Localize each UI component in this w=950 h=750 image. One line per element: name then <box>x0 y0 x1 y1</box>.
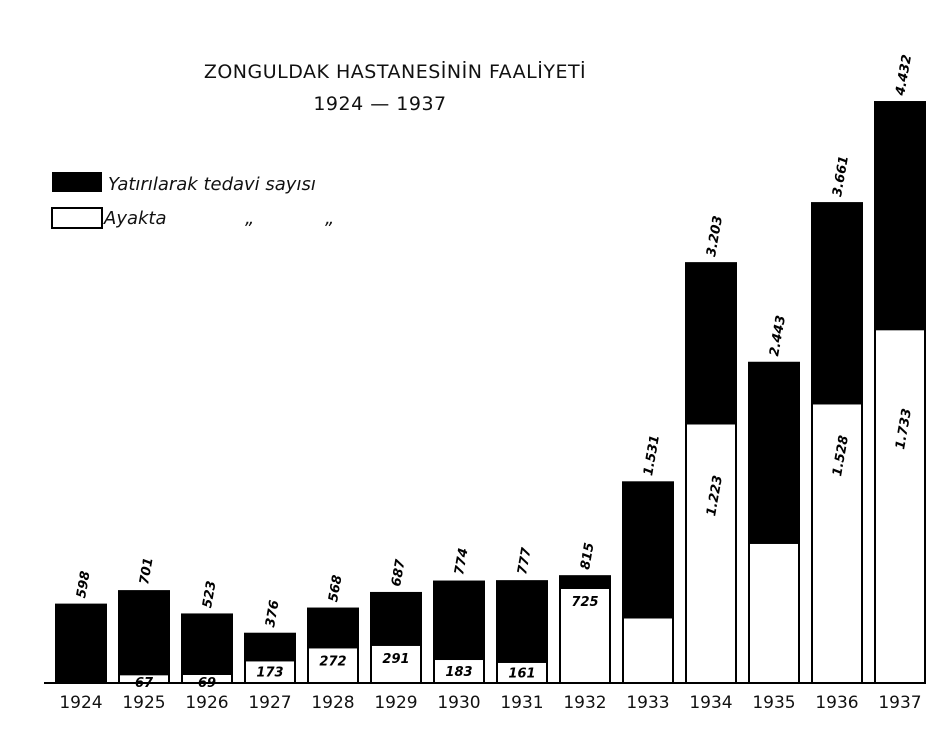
total-label-1936: 3.661 <box>830 155 852 198</box>
legend-ditto-1: „ <box>245 208 254 229</box>
x-tick-1931: 1931 <box>500 693 543 713</box>
bar-inpatient-1926 <box>182 614 232 674</box>
bar-inpatient-1936 <box>812 203 862 403</box>
outpatient-label-1929: 291 <box>382 652 409 667</box>
x-tick-1932: 1932 <box>563 693 606 713</box>
bar-inpatient-1929 <box>371 593 421 645</box>
total-label-1934: 3.203 <box>704 215 726 258</box>
bar-inpatient-1928 <box>308 609 358 648</box>
bar-outpatient-1937 <box>875 329 925 683</box>
x-tick-1925: 1925 <box>122 693 165 713</box>
total-label-1932: 815 <box>578 542 597 571</box>
x-tick-1930: 1930 <box>437 693 480 713</box>
bar-inpatient-1927 <box>245 634 295 661</box>
x-tick-labels: 1924 1925 1926 1927 1928 1929 1930 1931 1932 1933… <box>59 693 921 713</box>
total-label-1935: 2.443 <box>767 314 789 357</box>
total-label-1926: 523 <box>200 580 219 609</box>
total-label-1928: 568 <box>326 574 345 603</box>
bar-inpatient-1935 <box>749 363 799 543</box>
x-tick-1929: 1929 <box>374 693 417 713</box>
legend-label-inpatient: Yatırılarak tedavi sayısı <box>108 174 316 195</box>
outpatient-label-1930: 183 <box>445 665 472 680</box>
total-label-1927: 376 <box>263 599 282 628</box>
x-tick-1936: 1936 <box>815 693 858 713</box>
x-tick-1934: 1934 <box>689 693 732 713</box>
bar-inpatient-1924 <box>56 605 106 683</box>
legend-ditto-2: „ <box>325 208 334 229</box>
total-label-1924: 598 <box>74 570 93 599</box>
total-label-1937: 4.432 <box>893 54 915 98</box>
outpatient-label-1926: 69 <box>198 676 216 691</box>
chart-title: ZONGULDAK HASTANESİNİN FAALİYETİ <box>204 60 586 83</box>
bar-outpatient-1935 <box>749 543 799 683</box>
total-label-1929: 687 <box>389 557 409 587</box>
total-label-1925: 701 <box>137 556 156 585</box>
x-tick-1924: 1924 <box>59 693 102 713</box>
x-tick-1927: 1927 <box>248 693 291 713</box>
legend-swatch-outpatient <box>52 208 102 228</box>
bar-inpatient-1934 <box>686 263 736 423</box>
x-tick-1937: 1937 <box>878 693 921 713</box>
outpatient-label-1927: 173 <box>256 666 283 681</box>
bars: 598 701 67 523 69 376 173 568 272 687 291 774 183 777… <box>56 54 925 692</box>
bar-inpatient-1930 <box>434 582 484 659</box>
chart-subtitle: 1924 — 1937 <box>313 93 446 115</box>
outpatient-label-1928: 272 <box>319 654 346 669</box>
legend: Yatırılarak tedavi sayısı Ayakta „ „ <box>52 172 334 229</box>
bar-outpatient-1933 <box>623 617 673 683</box>
bar-inpatient-1937 <box>875 102 925 329</box>
x-tick-1933: 1933 <box>626 693 669 713</box>
x-tick-1935: 1935 <box>752 693 795 713</box>
x-tick-1928: 1928 <box>311 693 354 713</box>
bar-outpatient-1934 <box>686 423 736 683</box>
legend-swatch-inpatient <box>52 172 102 192</box>
outpatient-label-1932: 725 <box>571 595 598 610</box>
outpatient-label-1925: 67 <box>135 676 154 691</box>
outpatient-label-1931: 161 <box>508 666 535 681</box>
total-label-1931: 777 <box>515 546 535 576</box>
total-label-1930: 774 <box>452 547 471 576</box>
bar-inpatient-1932 <box>560 576 610 588</box>
total-label-1933: 1.531 <box>641 434 663 477</box>
legend-label-outpatient: Ayakta <box>103 208 167 229</box>
x-tick-1926: 1926 <box>185 693 228 713</box>
bar-inpatient-1931 <box>497 581 547 662</box>
bar-inpatient-1925 <box>119 591 169 674</box>
